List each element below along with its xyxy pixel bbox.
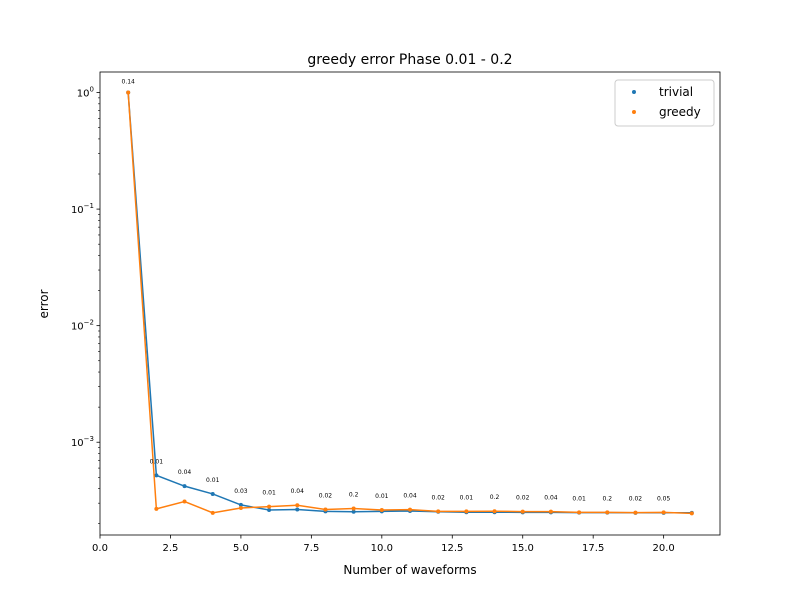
data-point-greedy [605, 510, 610, 515]
data-point-greedy [548, 509, 553, 514]
data-point-greedy [126, 90, 131, 95]
y-tick-label: 100 [77, 86, 94, 100]
point-label: 0.01 [150, 458, 164, 465]
axes-frame [99, 71, 721, 536]
y-tick-label: 10−3 [71, 435, 94, 449]
x-tick-label: 0.0 [92, 543, 108, 554]
data-point-greedy [210, 510, 215, 515]
data-point-greedy [661, 510, 666, 515]
point-label: 0.01 [375, 493, 389, 500]
legend-box [614, 79, 715, 127]
legend-marker-trivial [632, 90, 636, 94]
data-point-trivial [351, 509, 356, 514]
data-point-greedy [492, 509, 497, 514]
point-label: 0.04 [544, 495, 558, 502]
data-point-greedy [323, 507, 328, 512]
x-tick-label: 15.0 [512, 543, 534, 554]
point-label: 0.2 [490, 494, 500, 501]
legend-label-greedy: greedy [659, 105, 701, 119]
data-point-trivial [295, 507, 300, 512]
point-label: 0.01 [572, 495, 586, 502]
point-label: 0.04 [403, 493, 417, 500]
point-label: 0.2 [349, 492, 359, 499]
x-tick-label: 2.5 [163, 543, 179, 554]
x-tick-label: 20.0 [653, 543, 675, 554]
data-point-trivial [210, 491, 215, 496]
data-point-greedy [351, 506, 356, 511]
data-point-greedy [577, 510, 582, 515]
data-point-greedy [182, 499, 187, 504]
data-point-greedy [408, 507, 412, 512]
data-point-trivial [154, 473, 159, 478]
legend-label-trivial: trivial [659, 85, 693, 99]
x-tick-label: 17.5 [582, 543, 604, 554]
data-point-trivial [238, 502, 243, 507]
point-label: 0.04 [178, 469, 192, 476]
data-point-greedy [464, 509, 469, 514]
data-point-greedy [295, 503, 300, 508]
point-label: 0.02 [319, 492, 333, 499]
data-point-greedy [154, 506, 159, 511]
point-label: 0.02 [629, 496, 643, 503]
x-tick-label: 10.0 [371, 543, 393, 554]
data-point-greedy [436, 509, 441, 514]
y-tick-label: 10−2 [71, 319, 94, 333]
point-label: 0.01 [262, 490, 276, 497]
point-label: 0.01 [206, 477, 220, 484]
point-label: 0.02 [432, 494, 446, 501]
data-point-greedy [379, 508, 384, 513]
legend: trivial greedy [614, 79, 715, 127]
x-axis-label: Number of waveforms [343, 563, 476, 577]
data-point-greedy [520, 509, 525, 514]
data-point-greedy [689, 511, 694, 516]
point-label: 0.2 [602, 495, 612, 502]
x-tick-label: 5.0 [233, 543, 249, 554]
data-point-trivial [182, 484, 187, 489]
point-label: 0.05 [657, 495, 671, 502]
chart-title: greedy error Phase 0.01 - 0.2 [307, 52, 512, 68]
point-label: 0.04 [291, 488, 305, 495]
data-point-greedy [267, 504, 272, 509]
data-point-trivial [267, 508, 272, 513]
point-label: 0.01 [460, 494, 474, 501]
point-label: 0.03 [234, 488, 248, 495]
y-tick-label: 10−1 [71, 202, 94, 216]
data-point-greedy [633, 510, 638, 515]
x-tick-label: 7.5 [303, 543, 319, 554]
y-axis-label: error [37, 289, 51, 318]
x-tick-label: 12.5 [441, 543, 463, 554]
plot-area: 0.0 2.5 5.0 7.5 10.0 12.5 15.0 17.5 20.0 100 10−1 1… [71, 71, 721, 554]
point-label: 0.02 [516, 495, 530, 502]
data-point-greedy [238, 505, 243, 510]
legend-marker-greedy [632, 110, 636, 114]
point-label: 0.14 [122, 79, 136, 86]
